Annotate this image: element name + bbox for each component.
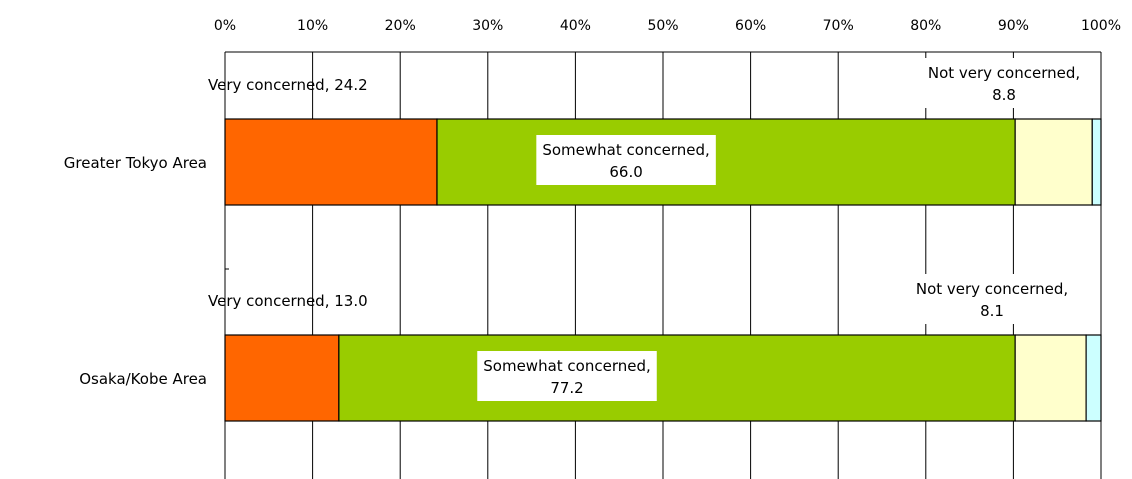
data-label: Very concerned, 13.0 [208, 292, 368, 310]
data-label: Somewhat concerned, 77.2 [477, 351, 657, 401]
data-label-text: Very concerned, 24.2 [208, 76, 368, 94]
data-label: Very concerned, 24.2 [208, 76, 368, 94]
bar-segment [1091, 118, 1102, 206]
bar-segment [224, 334, 340, 422]
x-tick-label: 0% [214, 18, 236, 34]
bar-segment [1014, 334, 1087, 422]
x-tick-label: 10% [297, 18, 328, 34]
x-tick-label: 100% [1081, 18, 1121, 34]
x-tick-label: 30% [472, 18, 503, 34]
x-tick-label: 70% [823, 18, 854, 34]
x-tick-label: 60% [735, 18, 766, 34]
bar-segment [338, 334, 1016, 422]
x-tick-label: 20% [385, 18, 416, 34]
data-labels: Very concerned, 24.2 Somewhat concerned, 6… [208, 58, 1087, 401]
data-label-text: 8.1 [980, 302, 1004, 320]
data-label: Not very concerned, 8.1 [909, 274, 1075, 324]
x-tick-label: 40% [560, 18, 591, 34]
bar-segments [224, 118, 1102, 422]
bar-segment [436, 118, 1016, 206]
data-label: Somewhat concerned, 66.0 [536, 135, 716, 185]
data-label-text: Not very concerned, [916, 280, 1068, 298]
x-tick-label: 90% [998, 18, 1029, 34]
data-label-text: Somewhat concerned, [483, 357, 651, 375]
bar-segment [1085, 334, 1102, 422]
data-label: Not very concerned, 8.8 [921, 58, 1087, 108]
x-tick-label: 80% [910, 18, 941, 34]
data-label-text: 77.2 [550, 379, 583, 397]
category-label: Osaka/Kobe Area [79, 370, 207, 388]
data-label-text: Somewhat concerned, [542, 141, 710, 159]
category-label: Greater Tokyo Area [64, 154, 207, 172]
bar-segment [224, 118, 438, 206]
x-axis-tick-labels: 0% 10% 20% 30% 40% 50% 60% 70% 80% 90% 100% [214, 18, 1121, 34]
bar-segment [1014, 118, 1093, 206]
data-label-text: Very concerned, 13.0 [208, 292, 368, 310]
data-label-text: 66.0 [609, 163, 642, 181]
data-label-text: Not very concerned, [928, 64, 1080, 82]
x-tick-label: 50% [647, 18, 678, 34]
data-label-text: 8.8 [992, 86, 1016, 104]
category-labels: Greater Tokyo Area Osaka/Kobe Area [64, 154, 207, 388]
